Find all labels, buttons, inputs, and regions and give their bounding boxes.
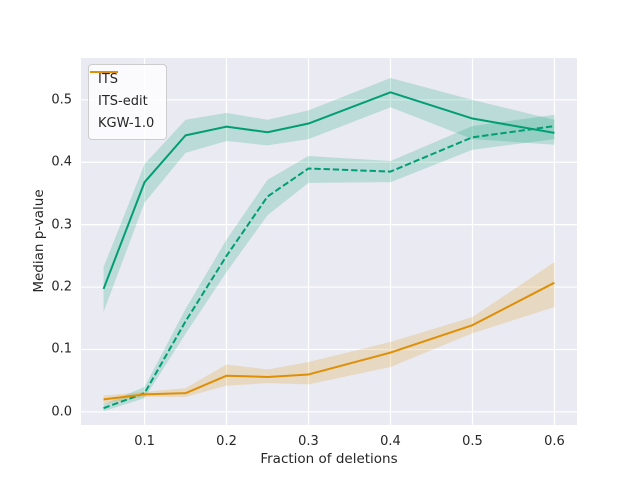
y-tick-label: 0.2 bbox=[51, 279, 72, 295]
y-tick-label: 0.3 bbox=[51, 217, 72, 233]
y-tick-label: 0.4 bbox=[51, 154, 72, 170]
x-tick-label: 0.1 bbox=[134, 434, 155, 449]
y-tick-label: 0.5 bbox=[51, 92, 72, 108]
solid-line-icon bbox=[90, 71, 118, 73]
x-tick-label: 0.4 bbox=[380, 434, 401, 449]
confidence-band bbox=[103, 262, 555, 404]
legend-item-kgw: KGW-1.0 bbox=[90, 71, 155, 132]
x-tick-label: 0.2 bbox=[216, 434, 237, 449]
series-line-KGW-1.0 bbox=[103, 281, 555, 401]
y-tick-label: 0.1 bbox=[51, 341, 72, 357]
plot-area: ITS ITS-edit KGW-1.0 bbox=[81, 58, 577, 425]
x-axis-label: Fraction of deletions bbox=[260, 451, 398, 467]
confidence-band bbox=[103, 77, 555, 313]
y-axis-label: Median p-value bbox=[31, 189, 47, 293]
confidence-band bbox=[103, 114, 555, 412]
x-tick-label: 0.6 bbox=[544, 434, 565, 449]
legend-item-its-edit: ITS-edit bbox=[90, 71, 154, 110]
y-tick-label: 0.0 bbox=[51, 404, 72, 420]
x-tick-label: 0.3 bbox=[298, 434, 319, 449]
legend: ITS ITS-edit KGW-1.0 bbox=[88, 64, 168, 140]
series-line-ITS bbox=[102, 91, 555, 290]
legend-label: KGW-1.0 bbox=[98, 116, 155, 131]
legend-label: ITS-edit bbox=[98, 94, 148, 109]
x-tick-label: 0.5 bbox=[462, 434, 483, 449]
legend-label: ITS bbox=[98, 72, 119, 87]
